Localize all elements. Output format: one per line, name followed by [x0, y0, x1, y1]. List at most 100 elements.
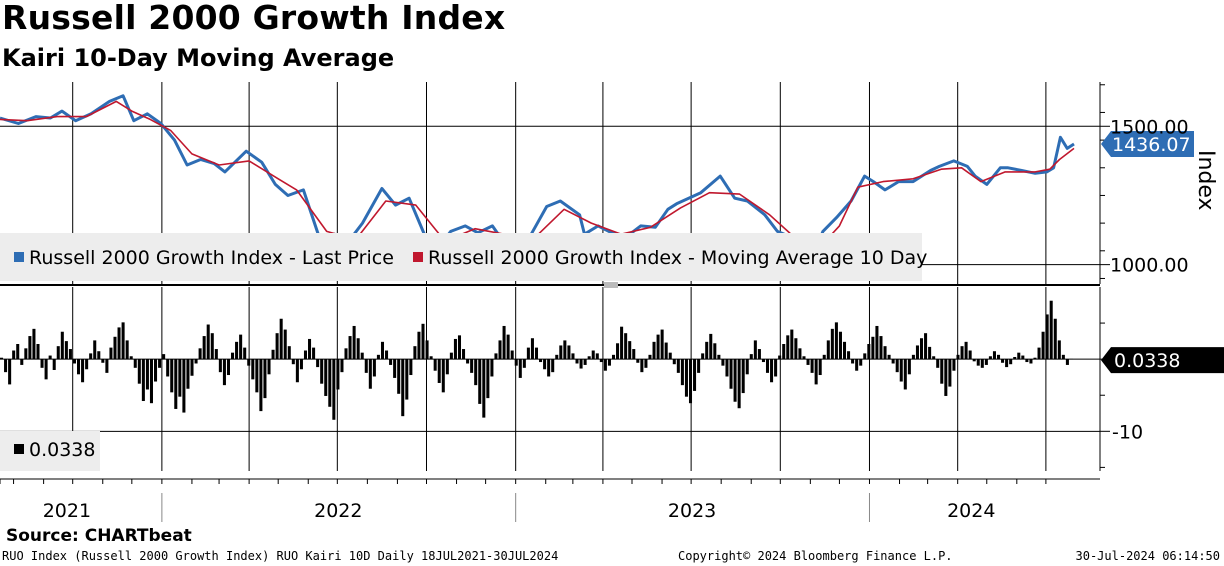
kairi-bar [93, 340, 97, 360]
y-tick-label: 1500.00 [1110, 116, 1189, 138]
kairi-bar [976, 359, 980, 366]
kairi-bar [64, 341, 68, 360]
kairi-bar [324, 359, 328, 396]
kairi-bar [218, 359, 222, 373]
kairi-bar [56, 346, 60, 360]
kairi-bar [968, 350, 972, 360]
kairi-bar [356, 338, 360, 360]
kairi-bar [385, 350, 389, 360]
kairi-bar [709, 333, 713, 360]
kairi-bar [632, 349, 636, 360]
kairi-bar [462, 349, 466, 360]
kairi-bar [790, 329, 794, 360]
kairi-bar [279, 318, 283, 360]
kairi-bar [222, 359, 226, 386]
kairi-bar [20, 359, 24, 365]
x-tick-label: 2024 [947, 500, 995, 522]
kairi-bar [60, 331, 64, 360]
kairi-bar [271, 349, 275, 360]
chart-title: Russell 2000 Growth Index [2, 0, 506, 37]
kairi-bar [891, 359, 895, 364]
kairi-bar [745, 359, 749, 375]
kairi-bar [952, 359, 956, 371]
kairi-bar [389, 359, 393, 365]
kairi-bar [89, 353, 93, 360]
kairi-bar [567, 345, 571, 360]
kairi-bar [372, 359, 376, 377]
price-panel [0, 94, 1075, 253]
kairi-bar [620, 326, 624, 360]
kairi-bar [32, 328, 36, 360]
kairi-bar [303, 350, 307, 360]
kairi-bar [697, 359, 701, 373]
kairi-bar [24, 348, 28, 360]
kairi-bar [441, 359, 445, 393]
x-tick-label: 2022 [314, 500, 362, 522]
source-note: Source: CHARTbeat [6, 526, 192, 546]
kairi-bar [980, 359, 984, 368]
kairi-bar [547, 359, 551, 377]
kairi-bar [899, 359, 903, 382]
kairi-bar [997, 354, 1001, 360]
kairi-bar [8, 359, 12, 385]
kairi-bar [887, 354, 891, 360]
kairi-bar [40, 359, 44, 368]
kairi-bar [97, 351, 101, 360]
kairi-bar [875, 325, 879, 360]
kairi-bar [170, 359, 174, 393]
y-tick-label: 1000.00 [1110, 255, 1189, 277]
kairi-bar [583, 359, 587, 365]
kairi-bar [859, 359, 863, 366]
kairi-bar [729, 359, 733, 389]
legend-swatch-price [14, 252, 24, 262]
kairi-bar [778, 355, 782, 360]
kairi-bar [948, 359, 952, 387]
kairi-bar [988, 356, 992, 360]
kairi-bar [628, 341, 632, 360]
kairi-bar [0, 357, 4, 360]
kairi-bar [879, 336, 883, 360]
kairi-bar [44, 359, 48, 380]
kairi-bar [652, 341, 656, 360]
kairi-bar [863, 353, 867, 360]
upper-legend-box [0, 233, 922, 281]
kairi-bar [425, 340, 429, 360]
kairi-bar [693, 359, 697, 391]
legend-swatch-moving-average [413, 252, 423, 262]
kairi-bar [806, 359, 810, 365]
kairi-bar [259, 359, 263, 412]
kairi-bar [316, 359, 320, 368]
kairi-bar [599, 359, 603, 363]
kairi-bar [814, 359, 818, 385]
kairi-bar [243, 347, 247, 360]
kairi-bar [928, 346, 932, 360]
kairi-bar [867, 344, 871, 360]
legends: Russell 2000 Growth Index - Last Price Ru… [0, 233, 927, 471]
kairi-bar [563, 340, 567, 360]
kairi-bar [1033, 357, 1037, 360]
kairi-bar [340, 359, 344, 373]
kairi-bar [798, 348, 802, 360]
kairi-bar [802, 356, 806, 360]
kairi-bar [226, 359, 230, 376]
kairi-bar [482, 359, 486, 418]
kairi-bar [421, 323, 425, 360]
kairi-bar [1029, 359, 1033, 364]
kairi-bar [591, 350, 595, 360]
axes [0, 82, 1224, 522]
kairi-bar [826, 340, 830, 360]
kairi-bar [956, 354, 960, 360]
kairi-bar [1045, 314, 1049, 360]
kairi-bar [360, 352, 364, 360]
kairi-bar [336, 359, 340, 390]
kairi-bar [178, 359, 182, 397]
kairi-bar [822, 354, 826, 360]
kairi-bar [1013, 356, 1017, 360]
kairi-bar [348, 336, 352, 360]
kairi-bar [1061, 354, 1065, 360]
kairi-bar [984, 359, 988, 365]
kairi-bar [842, 341, 847, 360]
kairi-bar [534, 347, 539, 360]
kairi-bar [1065, 359, 1069, 365]
kairi-last-value: 0.0338 [1114, 350, 1180, 372]
